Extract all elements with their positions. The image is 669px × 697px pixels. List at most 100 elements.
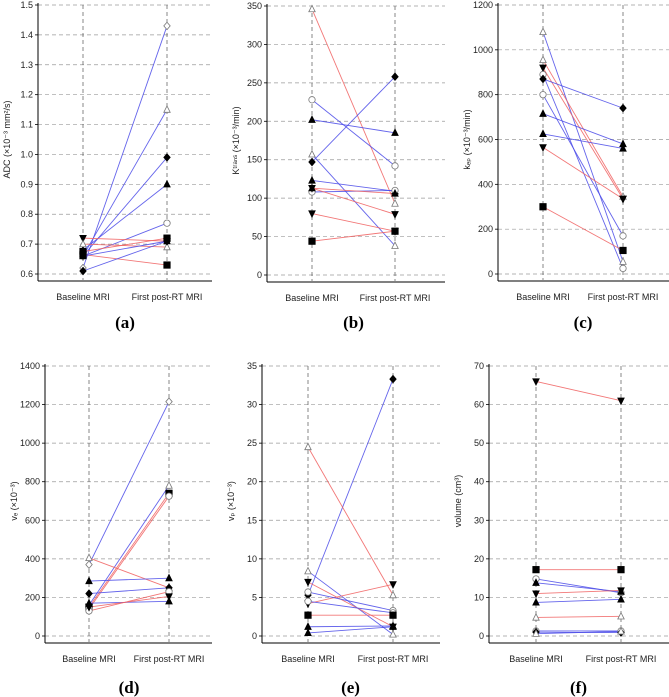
series-line [542, 78, 624, 109]
panel-caption: (b) [343, 313, 364, 332]
series-line [307, 600, 394, 614]
y-tick-label: 350 [247, 1, 262, 11]
data-point-baseline [304, 566, 312, 575]
y-tick-label: 0 [479, 631, 484, 641]
series-line [311, 99, 396, 167]
data-point-baseline [539, 64, 547, 73]
data-point-post-rt [619, 264, 627, 272]
data-point-post-rt [617, 566, 625, 574]
data-point-baseline [532, 578, 540, 586]
data-point-post-rt [165, 397, 173, 406]
series-line [535, 590, 622, 595]
y-tick-label: 50 [474, 438, 484, 448]
series-line [82, 240, 168, 257]
data-point-baseline [308, 115, 316, 123]
y-tick-label: 0.9 [20, 179, 33, 189]
data-point-baseline [532, 566, 540, 574]
y-tick-label: 0 [252, 631, 257, 641]
data-point-post-rt [617, 626, 625, 635]
series-line [307, 591, 394, 611]
data-point-post-rt [389, 629, 397, 638]
data-point-post-rt [163, 153, 171, 162]
y-tick-label: 1400 [20, 361, 40, 371]
y-tick-label: 400 [25, 554, 40, 564]
panel-caption: (f) [570, 678, 587, 697]
y-tick-label: 600 [478, 135, 493, 145]
series-line [82, 25, 168, 269]
series-line [542, 31, 624, 262]
y-tick-label: 0.8 [20, 209, 33, 219]
series-line [542, 146, 624, 200]
data-point-baseline [79, 266, 87, 276]
data-point-baseline [85, 560, 93, 569]
data-point-baseline [304, 588, 312, 596]
panel-caption: (c) [574, 313, 593, 332]
data-point-post-rt [391, 72, 399, 82]
y-tick-label: 15 [247, 515, 257, 525]
y-axis-label: ADC (×10⁻³ mm²/s) [2, 100, 12, 178]
series-line [311, 154, 396, 247]
series-line [88, 596, 170, 608]
x-tick-label: First post-RT MRI [134, 654, 205, 664]
data-point-baseline [304, 442, 312, 451]
y-tick-label: 1200 [20, 400, 40, 410]
x-tick-label: First post-RT MRI [586, 654, 657, 664]
series-line [542, 113, 624, 145]
series-line [311, 76, 396, 163]
data-point-post-rt [165, 573, 173, 582]
series-line [311, 187, 396, 194]
data-point-post-rt [389, 374, 397, 384]
series-line [535, 630, 622, 635]
data-point-post-rt [617, 397, 625, 406]
y-tick-label: 30 [474, 515, 484, 525]
series-line [307, 378, 394, 596]
data-point-baseline [532, 378, 540, 387]
data-point-post-rt [389, 581, 397, 589]
series-line [82, 237, 168, 253]
panel-caption: (d) [119, 678, 140, 697]
series-line [88, 600, 170, 604]
y-tick-label: 1000 [473, 45, 493, 55]
data-point-post-rt [619, 195, 627, 204]
y-axis-label: vₚ (×10⁻³) [226, 481, 236, 521]
x-tick-label: First post-RT MRI [360, 293, 431, 303]
y-tick-label: 250 [247, 78, 262, 88]
data-point-baseline [308, 96, 316, 104]
series-line [307, 570, 394, 635]
data-point-post-rt [163, 21, 171, 31]
data-point-baseline [308, 183, 316, 192]
data-point-post-rt [617, 587, 625, 596]
series-line [542, 206, 624, 251]
data-point-post-rt [165, 492, 173, 500]
y-axis-label: volume (cm³) [453, 475, 463, 528]
data-point-post-rt [391, 188, 399, 197]
y-tick-label: 70 [474, 361, 484, 371]
y-tick-label: 800 [25, 477, 40, 487]
x-tick-label: Baseline MRI [281, 654, 335, 664]
data-point-post-rt [619, 246, 627, 255]
data-point-post-rt [391, 128, 399, 136]
data-point-baseline [539, 144, 547, 152]
data-point-post-rt [163, 105, 171, 113]
series-line [88, 493, 170, 608]
y-tick-label: 5 [252, 592, 257, 602]
series-line [88, 577, 170, 582]
data-point-baseline [304, 578, 312, 587]
data-point-baseline [532, 590, 540, 599]
y-tick-label: 0 [257, 270, 262, 280]
x-tick-label: Baseline MRI [62, 654, 116, 664]
data-point-baseline [308, 175, 316, 184]
data-point-baseline [304, 597, 312, 605]
data-point-baseline [308, 4, 316, 13]
y-tick-label: 200 [25, 592, 40, 602]
data-point-post-rt [165, 480, 173, 489]
data-point-post-rt [389, 590, 397, 599]
y-tick-label: 20 [474, 554, 484, 564]
series-line [82, 157, 168, 257]
data-point-baseline [304, 628, 312, 637]
data-point-post-rt [163, 236, 171, 245]
y-tick-label: 0.6 [20, 269, 33, 279]
y-tick-label: 10 [474, 592, 484, 602]
y-tick-label: 200 [247, 116, 262, 126]
